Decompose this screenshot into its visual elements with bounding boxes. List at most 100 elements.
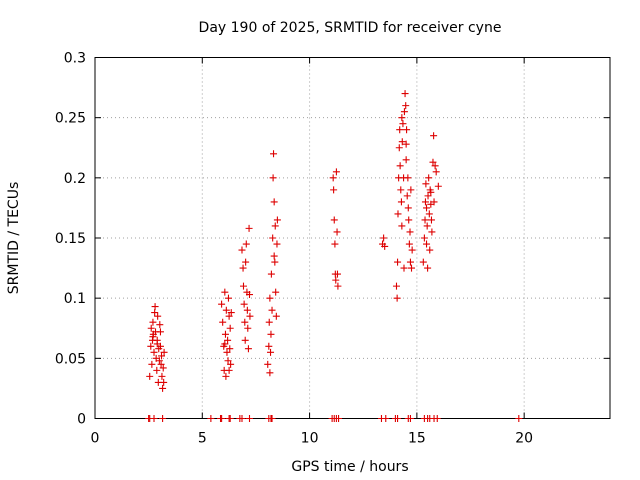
data-point — [271, 222, 279, 230]
data-point — [394, 415, 402, 422]
data-point — [146, 372, 154, 380]
data-point — [273, 216, 281, 224]
data-point — [269, 174, 277, 182]
data-point — [406, 258, 414, 266]
data-point — [329, 174, 337, 182]
data-point — [425, 210, 433, 218]
data-point — [332, 276, 340, 284]
data-point — [424, 192, 432, 200]
data-point — [403, 126, 411, 134]
data-point — [222, 372, 230, 380]
data-point — [239, 264, 247, 272]
data-point — [151, 309, 159, 317]
data-point — [270, 198, 278, 206]
x-tick-label: 5 — [198, 431, 207, 447]
data-point — [244, 324, 252, 332]
data-point — [434, 182, 442, 190]
x-tick-label: 10 — [301, 431, 319, 447]
data-point — [218, 415, 226, 422]
data-point — [226, 345, 234, 353]
data-point — [240, 300, 248, 308]
data-point — [405, 240, 413, 248]
data-point — [156, 328, 164, 336]
data-point — [424, 264, 432, 272]
data-point — [404, 174, 412, 182]
data-point — [269, 234, 277, 242]
data-point — [421, 216, 429, 224]
data-point — [334, 282, 342, 290]
data-point — [267, 330, 275, 338]
data-point — [243, 306, 251, 314]
data-point — [395, 144, 403, 152]
data-point — [433, 415, 441, 422]
data-point — [381, 242, 389, 250]
data-point — [241, 336, 249, 344]
data-point — [396, 162, 404, 170]
data-point — [225, 312, 233, 320]
data-point — [246, 415, 253, 422]
data-point — [271, 258, 279, 266]
data-point — [149, 333, 157, 341]
x-tick-label: 0 — [91, 431, 100, 447]
data-point — [272, 288, 280, 296]
data-point — [402, 156, 410, 164]
data-point — [151, 303, 159, 311]
data-point — [239, 282, 247, 290]
y-tick-label: 0.2 — [64, 171, 86, 187]
data-point — [408, 264, 416, 272]
data-point — [227, 309, 235, 317]
data-point — [400, 264, 408, 272]
data-point — [425, 174, 433, 182]
data-point — [218, 300, 226, 308]
data-point — [245, 224, 253, 232]
data-point — [403, 192, 411, 200]
data-point — [224, 294, 232, 302]
data-point — [332, 168, 340, 176]
data-point — [266, 369, 274, 377]
data-point — [270, 252, 278, 260]
data-point — [158, 352, 166, 360]
data-point — [159, 364, 167, 372]
y-tick-label: 0.15 — [55, 231, 86, 247]
data-point — [241, 318, 249, 326]
data-point — [398, 138, 406, 146]
data-point — [158, 372, 166, 380]
data-point — [267, 348, 275, 356]
data-point — [419, 258, 427, 266]
x-tick-label: 20 — [515, 431, 533, 447]
data-point — [226, 324, 234, 332]
data-point — [428, 228, 436, 236]
data-point — [270, 150, 278, 158]
data-point — [265, 342, 273, 350]
data-point — [394, 210, 402, 218]
data-point — [430, 198, 438, 206]
data-point — [397, 186, 405, 194]
data-point — [423, 204, 431, 212]
data-point — [238, 415, 246, 422]
data-point — [333, 270, 341, 278]
data-point — [392, 282, 400, 290]
chart-title: Day 190 of 2025, SRMTID for receiver cyn… — [199, 20, 502, 36]
data-point — [221, 330, 229, 338]
data-point — [427, 216, 435, 224]
data-point — [515, 415, 523, 422]
y-axis-label: SRMTID / TECUs — [6, 182, 22, 295]
data-point — [423, 240, 431, 248]
data-point — [402, 140, 410, 148]
data-point — [333, 228, 341, 236]
plot-frame — [94, 57, 611, 419]
data-point — [159, 384, 167, 392]
data-point — [155, 357, 163, 365]
data-point — [331, 240, 339, 248]
data-point — [221, 288, 229, 296]
y-tick-label: 0.05 — [55, 351, 86, 367]
data-point — [246, 291, 253, 299]
data-point — [398, 222, 406, 230]
data-point — [242, 258, 250, 266]
data-point — [432, 168, 440, 176]
data-point — [265, 318, 273, 326]
y-tick-label: 0.1 — [64, 291, 86, 307]
data-point — [226, 415, 234, 422]
data-point — [222, 306, 230, 314]
